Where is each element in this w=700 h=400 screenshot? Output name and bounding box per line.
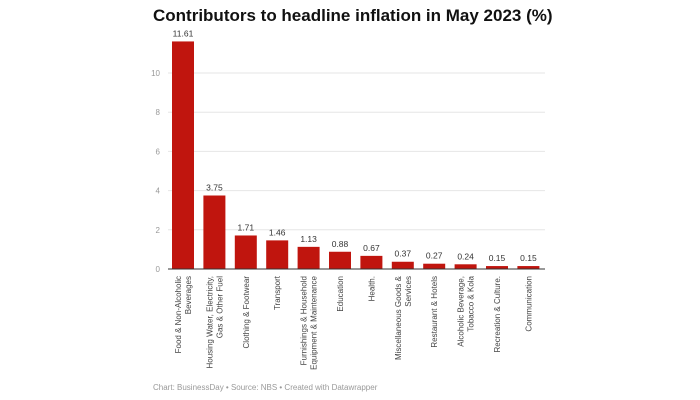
x-tick-label: Education [336, 276, 345, 312]
bar [203, 195, 226, 269]
bar [297, 246, 320, 269]
chart-footer: Chart: BusinessDay • Source: NBS • Creat… [153, 383, 378, 392]
data-label: 1.13 [300, 234, 317, 244]
x-tick-label: Gas & Other Fuel [215, 276, 224, 338]
y-tick-label: 10 [151, 69, 160, 78]
x-tick-label: Alcoholic Beverage, [457, 276, 466, 347]
bar [391, 261, 414, 269]
y-tick-label: 8 [156, 108, 161, 117]
x-tick-label: Equipment & Maintenance [310, 275, 319, 369]
x-tick-label: Recreation & Culture. [493, 276, 502, 352]
y-tick-label: 6 [156, 147, 161, 156]
bar [234, 235, 257, 269]
x-tick-label: Housing Water, Electricity, [205, 276, 214, 368]
x-tick-label: Communication [524, 276, 533, 332]
data-label: 1.71 [238, 222, 255, 232]
bar [266, 240, 289, 269]
data-label: 3.75 [206, 183, 223, 193]
data-label: 0.67 [363, 243, 380, 253]
data-label: 0.88 [332, 239, 349, 249]
y-tick-label: 4 [156, 187, 161, 196]
bar [486, 266, 508, 269]
x-tick-label: Food & Non-Alcoholic [174, 276, 183, 353]
data-label: 0.37 [395, 249, 412, 259]
bar [172, 41, 194, 269]
x-tick-label: Restaurant & Hotels [430, 276, 439, 348]
data-label: 11.61 [173, 28, 194, 38]
data-label: 0.27 [426, 251, 443, 261]
x-tick-label: Furnishings & Household [300, 276, 309, 365]
bar [360, 255, 383, 269]
bar [517, 266, 540, 269]
data-label: 0.24 [457, 251, 474, 261]
y-tick-label: 0 [156, 265, 161, 274]
bar [423, 263, 446, 269]
data-label: 0.15 [520, 253, 537, 263]
y-tick-label: 2 [156, 226, 161, 235]
chart-title: Contributors to headline inflation in Ma… [153, 6, 553, 25]
x-tick-label: Health. [367, 276, 376, 301]
bar [329, 251, 351, 269]
bar [454, 264, 477, 269]
x-tick-label: Services [404, 276, 413, 307]
x-tick-label: Miscellaneous Goods & [394, 275, 403, 360]
data-label: 0.15 [489, 253, 506, 263]
data-label: 1.46 [269, 227, 286, 237]
x-tick-label: Transport [273, 275, 282, 310]
x-tick-label: Tobacco & Kola [467, 275, 476, 331]
x-tick-label: Clothing & Footwear [242, 276, 251, 349]
x-tick-label: Beverages [184, 276, 193, 314]
